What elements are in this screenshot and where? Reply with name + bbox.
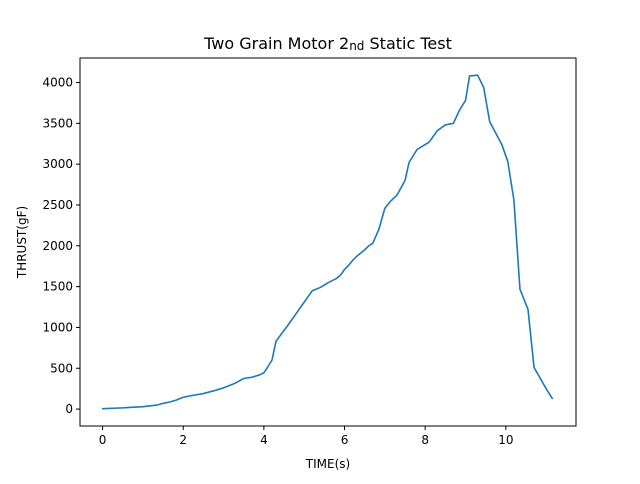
chart-title-suffix: Static Test	[364, 34, 451, 53]
chart-title-prefix: Two Grain Motor 2	[203, 34, 349, 53]
y-tick-label: 2500	[42, 198, 73, 212]
x-tick-label: 0	[99, 433, 107, 447]
thrust-series-line	[101, 74, 554, 410]
y-tick-label: 500	[50, 361, 73, 375]
y-tick-label: 0	[65, 402, 73, 416]
axis-ticks: 0 2 4 6 8 10 0 500 1000 1500 2000 2500 3000 3500 4000	[42, 75, 513, 447]
y-tick-label: 1500	[42, 280, 73, 294]
x-tick-label: 2	[179, 433, 187, 447]
x-axis-title: TIME(s)	[305, 457, 350, 471]
x-tick-label: 10	[498, 433, 513, 447]
y-tick-label: 3000	[42, 157, 73, 171]
x-tick-label: 6	[341, 433, 349, 447]
y-tick-label: 1000	[42, 320, 73, 334]
y-tick-label: 2000	[42, 239, 73, 253]
y-tick-label: 4000	[42, 75, 73, 89]
y-tick-label: 3500	[42, 116, 73, 130]
x-tick-label: 8	[421, 433, 429, 447]
chart-title-subscript: nd	[349, 39, 364, 53]
series-layer	[101, 74, 554, 410]
y-axis-title: THRUST(gF)	[15, 206, 29, 279]
x-tick-label: 4	[260, 433, 268, 447]
chart-title: Two Grain Motor 2nd Static Test	[203, 34, 452, 53]
plot-frame	[79, 57, 577, 427]
